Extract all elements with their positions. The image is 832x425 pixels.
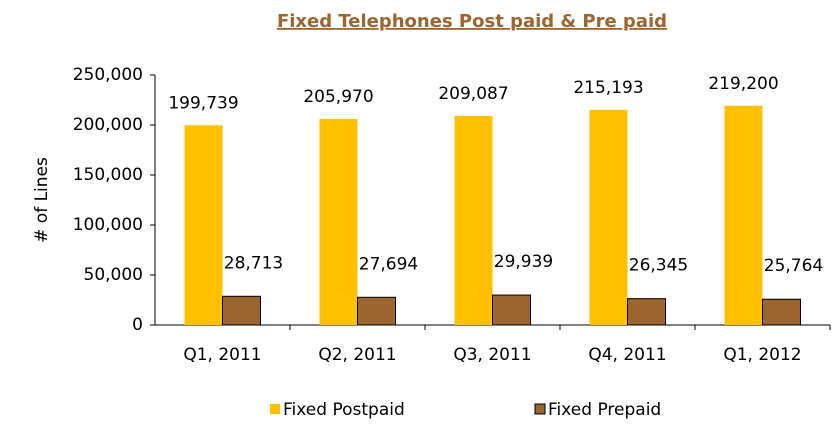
bar xyxy=(454,115,493,326)
data-label: 25,764 xyxy=(764,256,823,276)
bar xyxy=(184,125,223,325)
data-label: 29,939 xyxy=(494,252,553,272)
y-tick-label: 150,000 xyxy=(73,165,143,185)
bar xyxy=(357,296,396,326)
y-axis-label: # of Lines xyxy=(32,157,52,243)
chart-title: Fixed Telephones Post paid & Pre paid xyxy=(277,11,667,32)
bar xyxy=(492,294,531,326)
x-tick-label: Q2, 2011 xyxy=(318,345,396,365)
legend-label: Fixed Prepaid xyxy=(548,400,661,420)
x-tick-label: Q3, 2011 xyxy=(453,345,531,365)
data-label: 199,739 xyxy=(168,93,238,113)
y-tick-label: 200,000 xyxy=(73,115,143,135)
y-tick-label: 0 xyxy=(132,315,143,335)
legend-label: Fixed Postpaid xyxy=(283,400,405,420)
data-label: 209,087 xyxy=(438,84,508,104)
y-tick-label: 250,000 xyxy=(73,65,143,85)
x-tick-label: Q1, 2011 xyxy=(183,345,261,365)
data-label: 28,713 xyxy=(224,253,283,273)
data-label: 27,694 xyxy=(359,254,418,274)
data-label: 205,970 xyxy=(303,87,373,107)
data-label: 26,345 xyxy=(629,256,688,276)
bar xyxy=(589,109,628,325)
x-tick-label: Q4, 2011 xyxy=(588,345,666,365)
bar xyxy=(762,298,801,326)
bar xyxy=(627,298,666,326)
y-tick-label: 100,000 xyxy=(73,215,143,235)
bar xyxy=(319,119,358,325)
y-tick-label: 50,000 xyxy=(84,265,143,285)
bar xyxy=(222,295,261,326)
data-label: 215,193 xyxy=(573,78,643,98)
data-label: 219,200 xyxy=(708,74,778,94)
x-tick-label: Q1, 2012 xyxy=(723,345,801,365)
legend-swatch xyxy=(534,403,546,415)
bar xyxy=(724,105,763,325)
legend-swatch xyxy=(270,404,280,414)
